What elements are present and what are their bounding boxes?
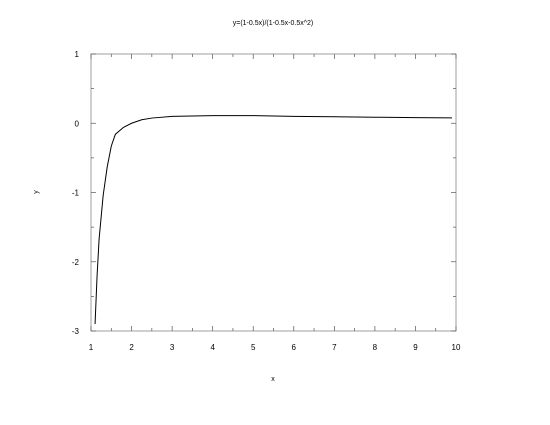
tick-labels: 1 2 3 4 5 6 7 8 9 10 -3 -2 -1 0 1 (72, 50, 461, 352)
axis-ticks (90, 53, 457, 332)
y-tick-label: -3 (72, 327, 80, 336)
y-tick-label: 0 (75, 119, 80, 128)
x-tick-label: 8 (373, 343, 378, 352)
y-tick-label: 1 (75, 50, 80, 59)
x-tick-label: 5 (251, 343, 256, 352)
y-tick-label: -1 (72, 189, 80, 198)
x-tick-label: 2 (129, 343, 134, 352)
x-tick-label: 10 (452, 343, 461, 352)
x-tick-label: 6 (292, 343, 297, 352)
y-axis-label: y (33, 190, 40, 194)
x-axis-label: x (271, 376, 275, 383)
x-tick-label: 4 (210, 343, 215, 352)
x-tick-label: 1 (89, 343, 94, 352)
plot-frame (90, 53, 457, 332)
y-tick-label: -2 (72, 258, 80, 267)
series-line (94, 115, 452, 325)
x-tick-label: 9 (413, 343, 418, 352)
x-tick-label: 7 (332, 343, 337, 352)
chart-title: y=(1-0.5x)/(1-0.5x-0.5x^2) (233, 20, 314, 27)
x-tick-label: 3 (170, 343, 175, 352)
